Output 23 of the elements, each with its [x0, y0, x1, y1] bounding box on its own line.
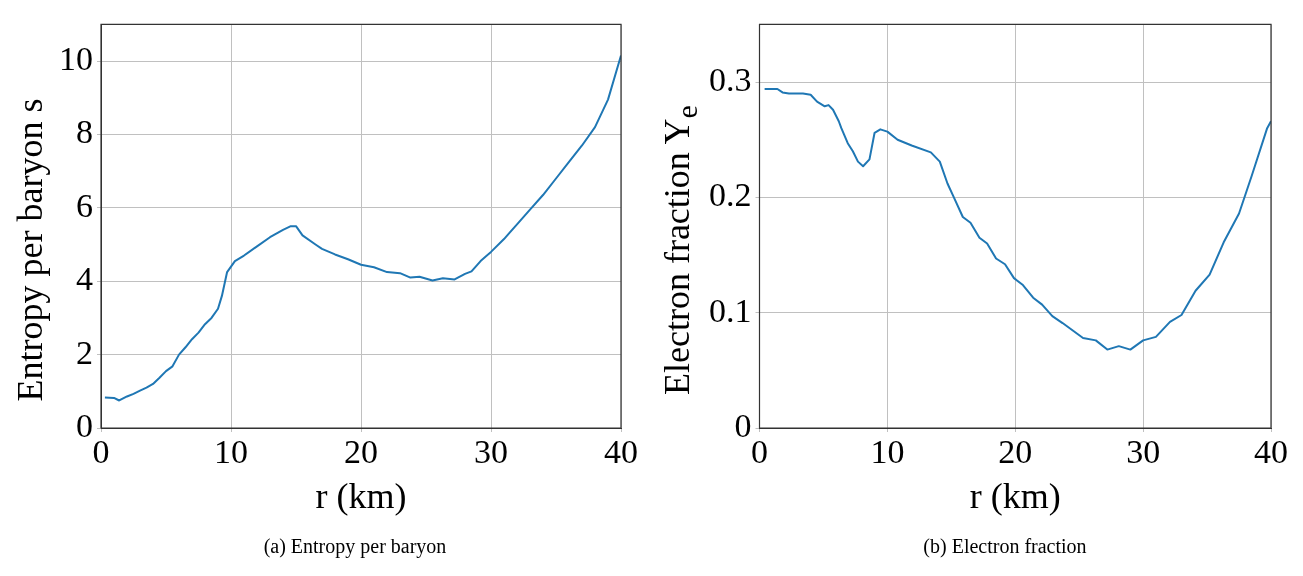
x-tick-label: 10 [870, 433, 905, 471]
y-tick-label: 8 [76, 113, 93, 151]
text: (b) Electron fraction [922, 535, 1088, 558]
y-tick-label: 10 [59, 40, 93, 78]
y-tick-label: 0 [734, 406, 752, 444]
x-tick-label: 30 [1126, 433, 1161, 471]
y-tick-label: 0.2 [709, 176, 752, 214]
y-tick-label: 0 [76, 406, 93, 444]
x-tick-label: 40 [604, 433, 638, 471]
x-tick-label: 30 [474, 433, 508, 471]
x-tick-label: 20 [344, 433, 378, 471]
y-tick-label: 0.1 [709, 291, 752, 329]
y-tick-label: 2 [76, 333, 93, 371]
x-axis-title: r (km) [969, 475, 1061, 516]
x-axis-title: r (km) [315, 475, 407, 516]
y-axis-title: Entropy per baryon s [9, 98, 51, 402]
text: (a) Entropy per baryon [262, 535, 448, 558]
x-tick-label: 10 [214, 433, 248, 471]
y-tick-label: 0.3 [709, 60, 752, 98]
y-tick-label: 4 [76, 260, 93, 298]
y-tick-label: 6 [76, 186, 93, 224]
x-tick-label: 40 [1254, 433, 1288, 471]
x-tick-label: 20 [998, 433, 1033, 471]
